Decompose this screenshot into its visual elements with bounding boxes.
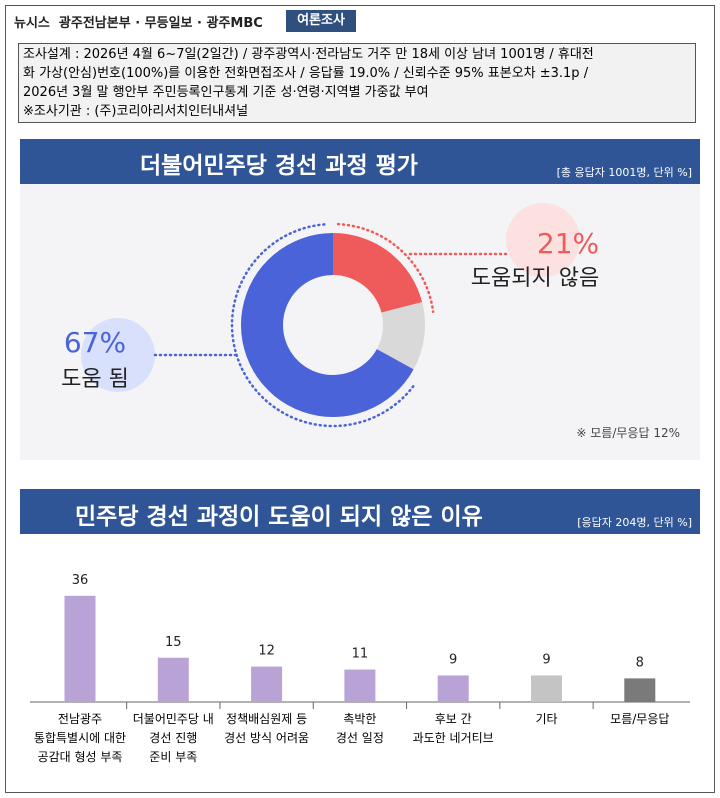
dotted-arc (230, 222, 415, 428)
x-tick-label: 더불어민주당 내 경선 진행 준비 부족 (132, 712, 214, 764)
x-tick-label: 후보 간 과도한 네거티브 (412, 712, 494, 745)
methodology-line: 화 가상(안심)번호(100%)를 이용한 전화면접조사 / 응답률 19.0%… (23, 66, 589, 81)
methodology-line: 조사설계 : 2026년 4월 6~7일(2일간) / 광주광역시·전라남도 거… (23, 47, 594, 62)
value-label: 67% (64, 326, 126, 359)
frame (5, 5, 715, 793)
value-label: 9 (542, 652, 550, 667)
x-tick-label: 기타 (535, 712, 558, 726)
bar (437, 675, 469, 702)
methodology-line: ※조사기관 : (주)코리아리서치인터내셔널 (23, 104, 249, 119)
value-label: 15 (165, 635, 182, 650)
label-bubble (506, 203, 580, 277)
pie-slice (376, 302, 426, 370)
tag: 여론조사 (286, 10, 356, 32)
panel-body (20, 535, 700, 775)
methodology: 조사설계 : 2026년 4월 6~7일(2일간) / 광주광역시·전라남도 거… (18, 43, 696, 123)
bar (251, 666, 283, 702)
x-tick-label: 촉박한 경선 일정 (335, 712, 384, 745)
panel-header: 더불어민주당 경선 과정 평가 [총 응답자 1001명, 단위 %] (20, 139, 700, 184)
category-label: 도움 됨 (61, 367, 129, 392)
x-tick-label: 정책배심원제 등 경선 방식 어려움 (224, 712, 310, 745)
chart-subtitle: [응답자 204명, 단위 %] (577, 516, 692, 529)
label-bubble (81, 318, 155, 392)
x-tick-label: 모름/무응답 (610, 712, 670, 726)
bar (531, 675, 562, 702)
value-label: 9 (449, 652, 457, 667)
bar (344, 669, 376, 702)
value-label: 36 (72, 573, 89, 588)
bar (624, 678, 656, 702)
value-label: 11 (352, 647, 369, 662)
value-label: 21% (537, 227, 599, 260)
pie-slice (241, 233, 414, 417)
bar (64, 595, 96, 702)
chart-title: 더불어민주당 경선 과정 평가 (140, 153, 418, 179)
value-label: 8 (636, 655, 644, 670)
note: ※ 모름/무응답 12% (576, 426, 680, 440)
value-label: 12 (258, 644, 275, 659)
source: 뉴시스 광주전남본부 · 무등일보 · 광주MBC (14, 16, 263, 31)
bar (157, 657, 189, 702)
x-tick-label: 전남광주 통합특별시에 대한 공감대 형성 부족 (33, 712, 127, 764)
dotted-arc (336, 222, 435, 314)
pie-slice (333, 233, 423, 313)
category-label: 도움되지 않음 (471, 266, 599, 291)
panel-header: 민주당 경선 과정이 도움이 되지 않은 이유 [응답자 204명, 단위 %] (20, 489, 700, 534)
methodology-line: 2026년 3월 말 행안부 주민등록인구통계 기준 성·연령·지역별 가중값 … (23, 85, 429, 100)
chart-title: 민주당 경선 과정이 도움이 되지 않은 이유 (75, 504, 483, 530)
chart-subtitle: [총 응답자 1001명, 단위 %] (556, 166, 692, 179)
